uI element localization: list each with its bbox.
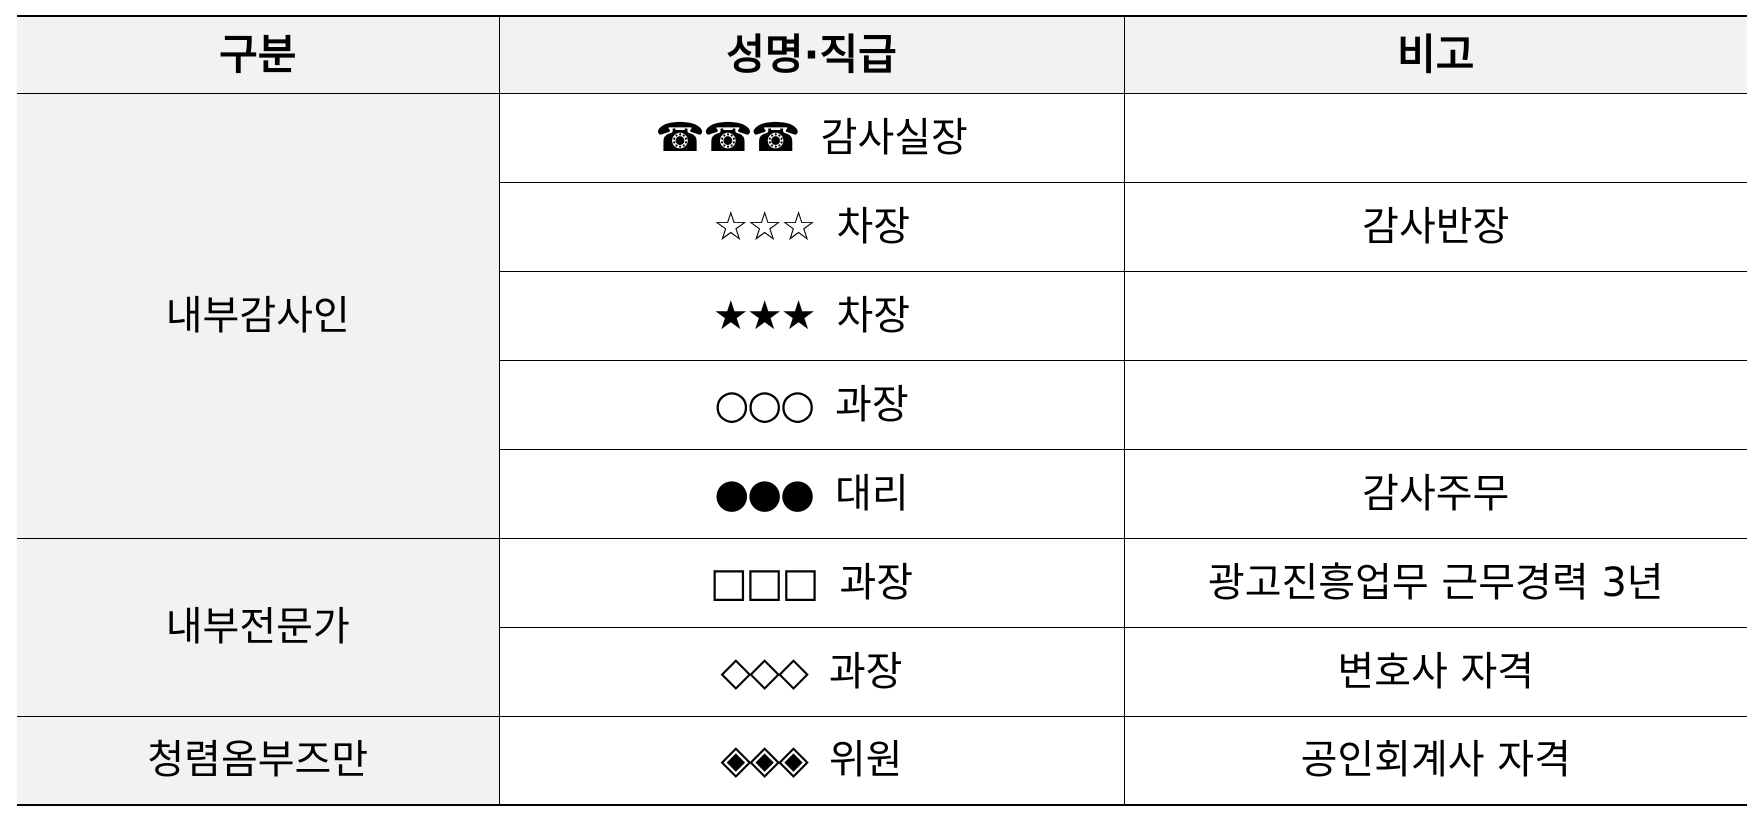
table-row: ☆☆☆ 차장 감사반장 [17, 181, 1747, 272]
header-row: 구분 성명·직급 비고 [17, 15, 1747, 94]
category-cell: 내부감사인 [17, 92, 500, 539]
name-rank-cell: ★★★ 차장 [499, 270, 1125, 361]
note-cell: 광고진흥업무 근무경력 3년 [1123, 537, 1747, 628]
name-rank-cell: □□□ 과장 [498, 537, 1125, 628]
name-rank-cell: ◈◈◈ 위원 [498, 715, 1125, 806]
note-cell [1123, 92, 1747, 183]
rank-label: 감사실장 [820, 114, 968, 161]
rank-label: 과장 [839, 559, 913, 606]
audit-team-table: 구분 성명·직급 비고 내부감사인 ☎☎☎ 감사실장 ☆☆☆ 차장 감사반장 ★★★… [17, 15, 1747, 806]
table-row: ★★★ 차장 [17, 270, 1747, 361]
category-cell: 청렴옴부즈만 [17, 715, 500, 806]
category-cell: 내부전문가 [17, 537, 500, 717]
masked-name-black-star-symbols: ★★★ [712, 292, 817, 339]
header-category: 구분 [17, 15, 500, 94]
rank-label: 차장 [836, 203, 911, 250]
masked-name-white-square-symbols: □□□ [710, 559, 819, 606]
table-row: ◇◇◇ 과장 변호사 자격 [17, 626, 1747, 717]
rank-label: 차장 [836, 292, 911, 339]
masked-name-white-diamond-symbols: ◇◇◇ [720, 648, 809, 695]
rank-label: 과장 [835, 381, 909, 428]
masked-name-phone-symbols: ☎☎☎ [655, 114, 800, 161]
name-rank-cell: ☎☎☎ 감사실장 [498, 92, 1125, 183]
table-row: ○○○ 과장 [17, 359, 1747, 450]
table-row: ●●● 대리 감사주무 [17, 448, 1747, 539]
masked-name-white-circle-symbols: ○○○ [714, 381, 815, 428]
table-row: 청렴옴부즈만 ◈◈◈ 위원 공인회계사 자격 [17, 715, 1747, 806]
masked-name-diamond-dot-symbols: ◈◈◈ [720, 737, 809, 784]
note-cell [1123, 270, 1747, 361]
masked-name-white-star-symbols: ☆☆☆ [712, 203, 817, 250]
header-name-rank: 성명·직급 [498, 15, 1125, 94]
name-rank-cell: ●●● 대리 [499, 448, 1125, 539]
note-cell: 감사주무 [1123, 448, 1747, 539]
rank-label: 대리 [835, 470, 909, 517]
table-row: 내부감사인 ☎☎☎ 감사실장 [17, 92, 1747, 539]
name-rank-cell: ☆☆☆ 차장 [499, 181, 1125, 272]
note-cell: 변호사 자격 [1123, 626, 1747, 717]
note-cell: 공인회계사 자격 [1123, 715, 1747, 806]
header-note: 비고 [1123, 15, 1747, 94]
rank-label: 과장 [828, 648, 903, 695]
note-cell [1123, 359, 1747, 450]
table-row: 내부전문가 □□□ 과장 광고진흥업무 근무경력 3년 [17, 537, 1747, 717]
name-rank-cell: ○○○ 과장 [499, 359, 1125, 450]
masked-name-black-circle-symbols: ●●● [714, 470, 815, 517]
name-rank-cell: ◇◇◇ 과장 [499, 626, 1125, 717]
rank-label: 위원 [828, 737, 903, 784]
note-cell: 감사반장 [1123, 181, 1747, 272]
